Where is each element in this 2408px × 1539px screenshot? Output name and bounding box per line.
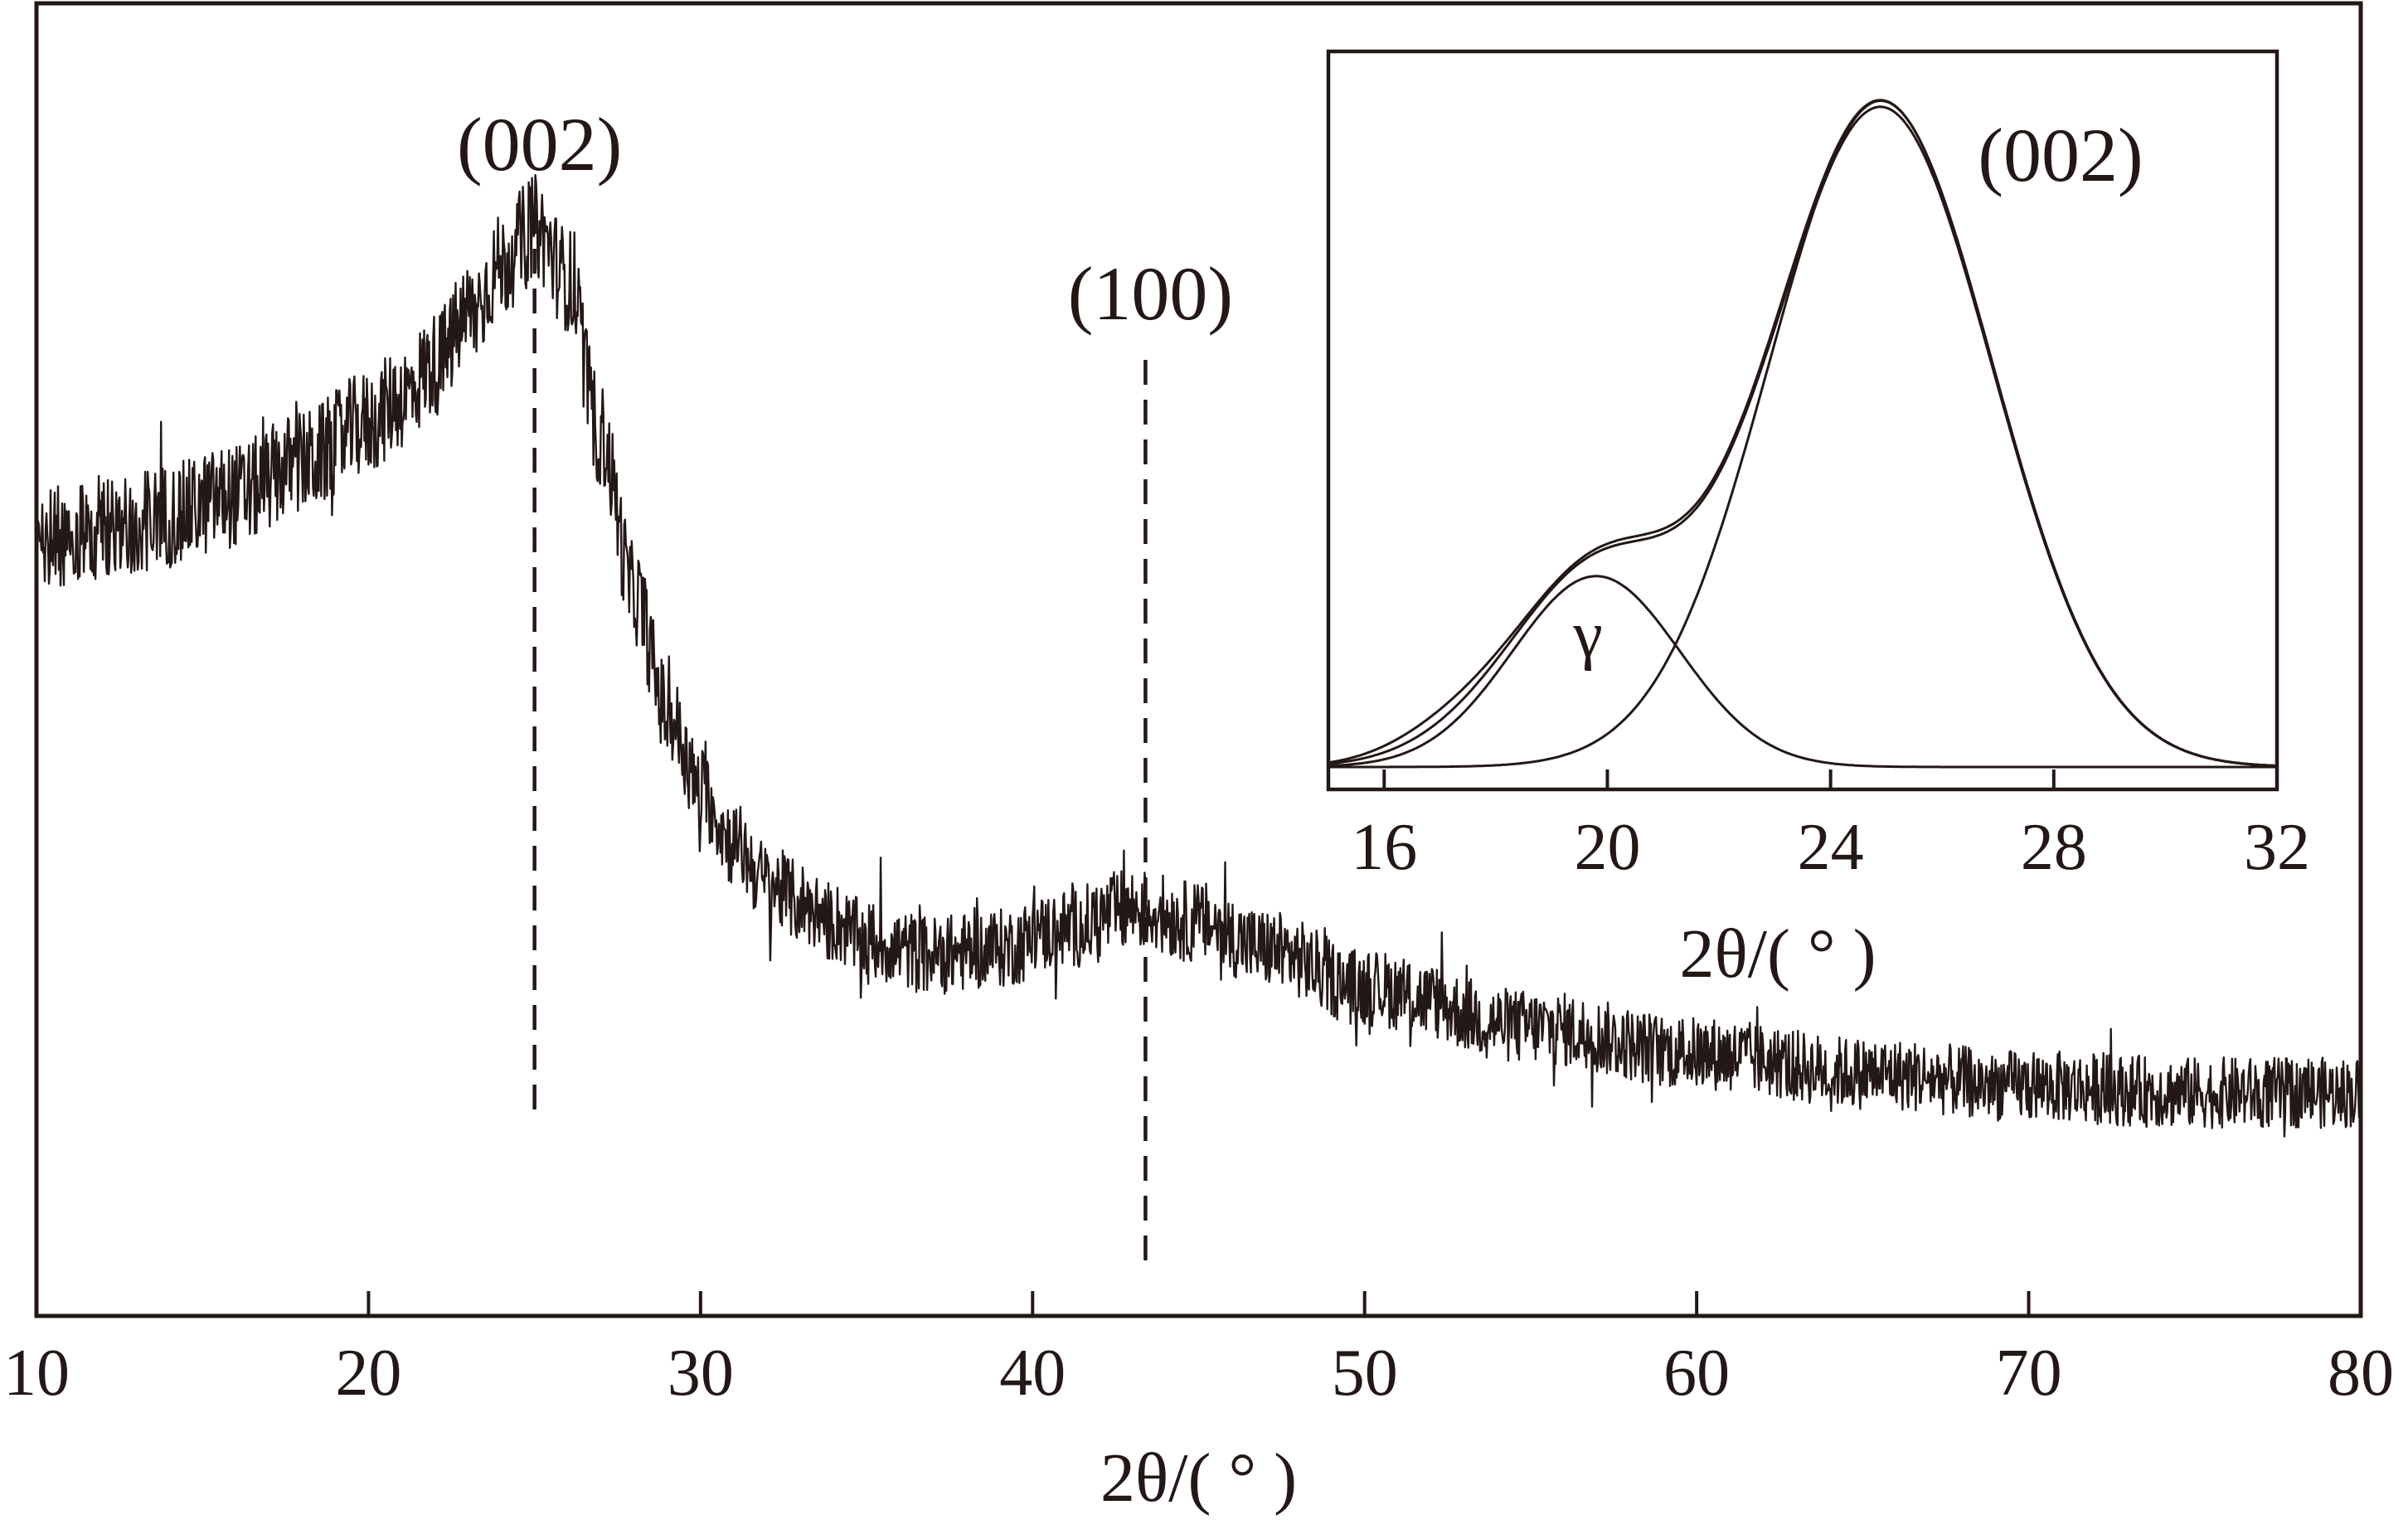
main-x-tick-label: 20 [335, 1337, 401, 1410]
main-plot: 10 20 30 40 50 60 70 80 (002) (100) 2θ/( ° ) [3, 1, 2394, 1517]
peak-002-component-curve [1328, 100, 2277, 769]
inset-peak-label: (002) [1978, 113, 2143, 197]
main-x-tick-label: 80 [2328, 1337, 2394, 1410]
main-x-tick-label: 10 [3, 1337, 70, 1410]
inset-x-tick-label: 24 [1798, 811, 1864, 884]
inset-x-tick-label: 28 [2021, 811, 2087, 884]
main-x-tick-label: 30 [668, 1337, 734, 1410]
inset-plot-background [1328, 51, 2277, 789]
peak-label: (100) [1068, 251, 1233, 336]
main-plot-frame [34, 1, 2363, 1318]
inset-x-tick-label: 16 [1351, 811, 1417, 884]
inset-x-tick-labels: 16 20 24 28 32 [1351, 811, 2310, 884]
main-x-tick-label: 40 [999, 1337, 1066, 1410]
main-peak-annotations: (002) (100) [457, 102, 1233, 1267]
main-x-axis-title: 2θ/( ° ) [1100, 1439, 1297, 1517]
inset-x-axis-title: 2θ/( ° ) [1679, 915, 1876, 993]
inset-plot: 16 20 24 28 32 (002) γ 2θ/( ° ) [1326, 49, 2310, 993]
inset-gamma-label: γ [1572, 599, 1602, 672]
inset-plot-frame [1326, 49, 2279, 792]
peak-label: (002) [457, 102, 622, 187]
inset-x-tick-label: 32 [2244, 811, 2310, 884]
main-x-ticks [367, 1291, 2031, 1316]
main-x-tick-label: 70 [1996, 1337, 2062, 1410]
main-x-tick-label: 60 [1663, 1337, 1730, 1410]
inset-x-ticks [1382, 770, 2056, 789]
inset-peak-annotations: (002) γ [1572, 113, 2143, 672]
inset-x-tick-label: 20 [1574, 811, 1640, 884]
xrd-pattern-line [35, 173, 2362, 1138]
main-x-tick-label: 50 [1332, 1337, 1398, 1410]
main-x-tick-labels: 10 20 30 40 50 60 70 80 [3, 1337, 2394, 1410]
inset-fit-curves [1328, 99, 2277, 769]
gamma-component-curve [1328, 575, 2277, 769]
